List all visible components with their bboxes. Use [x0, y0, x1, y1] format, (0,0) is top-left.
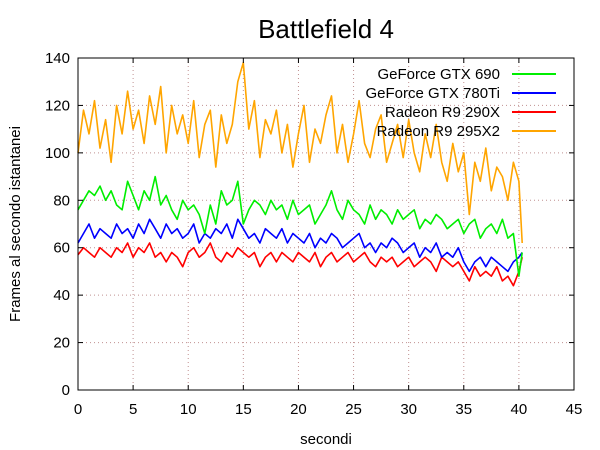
x-tick-label: 40: [511, 401, 528, 418]
legend-label: Radeon R9 290X: [385, 104, 500, 121]
axis-ticks: 0 5 10 15 20 25 30 35 40 45 0 20 40 60 80 100 120 140: [45, 50, 582, 418]
y-tick-label: 100: [45, 145, 70, 162]
grid-lines: [78, 58, 574, 390]
legend-label: GeForce GTX 780Ti: [366, 85, 501, 102]
x-axis-label: secondi: [300, 431, 352, 448]
series-line-2: [77, 242, 523, 287]
y-tick-label: 80: [53, 192, 70, 209]
y-tick-label: 60: [53, 240, 70, 257]
x-tick-label: 45: [566, 401, 583, 418]
y-tick-label: 0: [62, 382, 70, 399]
x-tick-label: 25: [345, 401, 362, 418]
series-line-3: [77, 61, 523, 244]
x-tick-label: 35: [455, 401, 472, 418]
y-tick-label: 120: [45, 97, 70, 114]
series-line-1: [77, 218, 523, 273]
x-tick-label: 10: [180, 401, 197, 418]
legend-label: GeForce GTX 690: [377, 66, 500, 83]
x-tick-label: 20: [290, 401, 307, 418]
y-axis-label: Frames al secondo istantanei: [7, 126, 24, 322]
legend-label: Radeon R9 295X2: [377, 123, 500, 140]
y-tick-label: 140: [45, 50, 70, 67]
x-tick-label: 0: [74, 401, 82, 418]
y-tick-label: 40: [53, 287, 70, 304]
y-tick-label: 20: [53, 335, 70, 352]
plot-frame: [77, 57, 575, 391]
x-tick-label: 5: [129, 401, 137, 418]
series-lines: [77, 61, 523, 287]
x-tick-label: 30: [400, 401, 417, 418]
series-line-0: [77, 175, 523, 278]
legend: GeForce GTX 690 GeForce GTX 780Ti Radeon R…: [366, 66, 556, 140]
chart-title: Battlefield 4: [258, 14, 394, 44]
x-tick-label: 15: [235, 401, 252, 418]
